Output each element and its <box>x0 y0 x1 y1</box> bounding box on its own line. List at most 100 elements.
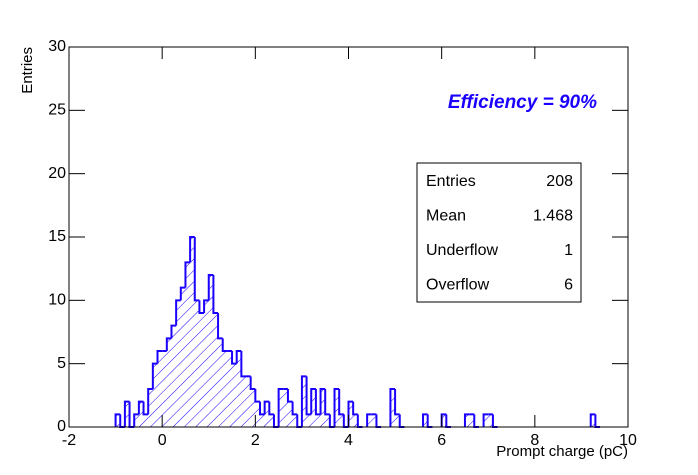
bar-outline <box>170 324 177 339</box>
x-tick-label: -2 <box>62 432 76 449</box>
bar <box>311 389 316 427</box>
bar-outline <box>366 413 372 427</box>
bar-outline <box>263 400 270 415</box>
bar <box>423 414 428 427</box>
stats-box <box>416 162 582 303</box>
y-tick-label: 20 <box>48 165 66 182</box>
bar-outline <box>300 375 307 427</box>
bar-outline <box>207 274 214 301</box>
bar <box>148 389 153 427</box>
bar <box>325 414 330 427</box>
y-tick-label: 0 <box>57 418 66 435</box>
bar-outline <box>212 275 219 314</box>
bar <box>157 351 163 427</box>
bar-outline <box>249 376 256 390</box>
bar <box>469 414 475 427</box>
bar-outline <box>338 389 344 416</box>
bar-outline <box>193 237 200 302</box>
bar <box>190 237 195 427</box>
stat-value: 208 <box>546 173 573 190</box>
bar-outline <box>179 286 186 301</box>
bar <box>143 414 149 427</box>
y-tick-label: 5 <box>57 355 66 372</box>
y-tick-label: 10 <box>48 292 66 309</box>
bar-outline <box>156 350 163 364</box>
bar <box>287 401 293 427</box>
bar <box>488 414 493 427</box>
stat-name: Overflow <box>426 277 490 294</box>
bar <box>152 363 158 427</box>
bar <box>241 376 247 427</box>
bar <box>115 414 121 427</box>
bar-outline <box>184 261 191 288</box>
bar <box>441 414 447 427</box>
stat-name: Underflow <box>426 242 498 259</box>
bar <box>283 389 288 427</box>
bar-outline <box>268 401 274 416</box>
bar <box>278 389 284 427</box>
bar-outline <box>589 413 596 427</box>
bar-outline <box>133 413 139 427</box>
bar <box>166 338 172 427</box>
bar-outline <box>389 388 396 427</box>
bar <box>264 401 270 427</box>
bar <box>134 414 139 427</box>
bar-outline <box>175 299 181 326</box>
x-tick-label: 10 <box>619 432 637 449</box>
stat-name: Mean <box>426 208 466 225</box>
bar-outline <box>305 376 312 416</box>
bar <box>367 414 372 427</box>
x-axis-title: Prompt charge (pC) <box>496 443 628 460</box>
x-tick-label: 0 <box>158 432 167 449</box>
bar <box>348 401 354 427</box>
bar-outline <box>319 388 326 415</box>
annotation: Efficiency = 90% <box>448 92 597 113</box>
bar-outline <box>198 300 205 314</box>
bar-outline <box>217 313 223 340</box>
bar <box>162 351 167 427</box>
bar <box>222 351 228 427</box>
bar-outline <box>286 389 293 403</box>
bar <box>213 313 219 427</box>
bar-outline <box>324 389 330 416</box>
y-tick-label: 30 <box>48 38 66 55</box>
bar-outline <box>314 389 321 416</box>
bar <box>334 389 340 427</box>
bar <box>269 414 274 427</box>
bar-outline <box>137 400 144 415</box>
bar <box>246 376 251 427</box>
bar <box>590 414 596 427</box>
bar <box>232 363 237 427</box>
bar-outline <box>258 401 265 416</box>
bar-outline <box>123 400 130 427</box>
bar <box>199 313 205 427</box>
stat-value: 1 <box>564 242 573 259</box>
bar-outline <box>235 350 242 364</box>
y-tick-label: 25 <box>48 102 66 119</box>
bar <box>255 401 260 427</box>
bar-outline <box>203 299 209 313</box>
bar <box>320 389 326 427</box>
stat-name: Entries <box>426 173 476 190</box>
y-tick-label: 15 <box>48 228 66 245</box>
bar <box>194 300 200 427</box>
bar <box>204 300 209 427</box>
bar <box>259 414 265 427</box>
bar <box>390 389 396 427</box>
bar <box>292 414 298 427</box>
bar-outline <box>165 337 172 351</box>
bar-outline <box>482 413 489 427</box>
bar-outline <box>394 389 400 416</box>
bar-outline <box>352 401 358 416</box>
bar <box>306 414 312 427</box>
bar-outline <box>151 362 158 389</box>
x-tick-label: 8 <box>530 432 539 449</box>
bar <box>176 300 181 427</box>
bar-outline <box>114 413 121 427</box>
bar-outline <box>240 351 247 378</box>
bar-outline <box>277 388 284 427</box>
bar <box>353 414 358 427</box>
stat-value: 6 <box>564 277 573 294</box>
